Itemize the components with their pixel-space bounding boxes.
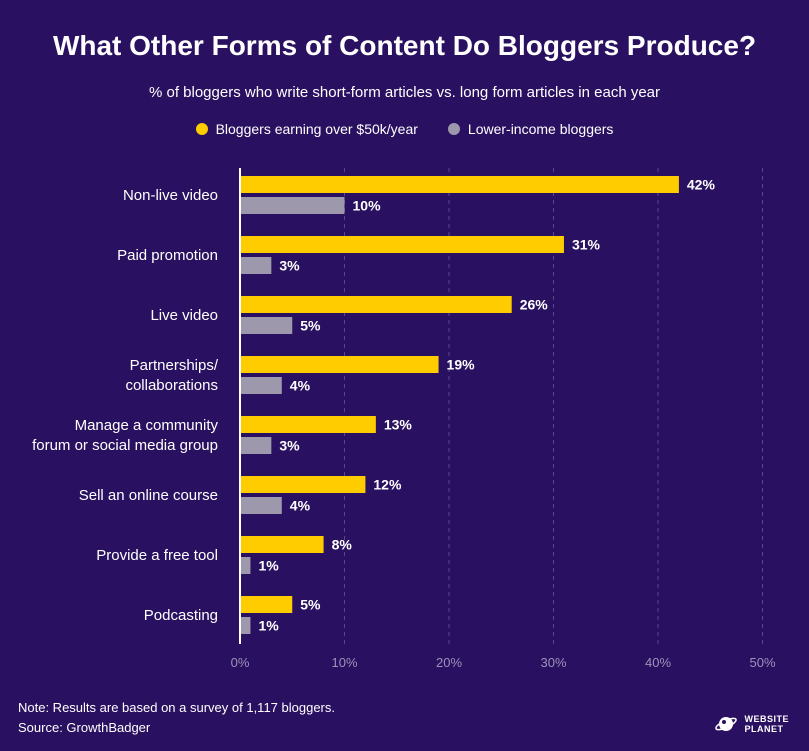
legend: Bloggers earning over $50k/year Lower-in… (0, 121, 809, 137)
category-label: Live video (150, 307, 218, 324)
bar-high-income (240, 416, 376, 433)
footer-source: Source: GrowthBadger (18, 720, 151, 735)
bar-lower-income (240, 437, 272, 454)
data-label: 1% (258, 618, 279, 634)
legend-item-high-income: Bloggers earning over $50k/year (195, 121, 418, 137)
data-label: 5% (300, 597, 321, 613)
bar-lower-income (240, 257, 272, 274)
legend-item-lower-income: Lower-income bloggers (447, 121, 614, 137)
category-label: Provide a free tool (96, 547, 218, 564)
legend-label-lower-income: Lower-income bloggers (467, 121, 614, 137)
bar-lower-income (240, 317, 293, 334)
x-tick-label: 30% (540, 655, 566, 670)
legend-dot-high-income (195, 123, 208, 135)
bar-high-income (240, 296, 512, 313)
category-label: Podcasting (144, 607, 218, 624)
footer: Note: Results are based on a survey of 1… (18, 698, 335, 738)
data-label: 8% (332, 537, 353, 553)
x-tick-label: 10% (331, 655, 357, 670)
data-label: 1% (258, 558, 279, 574)
x-tick-label: 20% (436, 655, 462, 670)
data-label: 4% (290, 378, 311, 394)
category-label: Non-live video (123, 187, 218, 204)
brand-logo: WEBSITE PLANET (714, 712, 789, 736)
bar-lower-income (240, 197, 345, 214)
data-label: 26% (520, 297, 549, 313)
bar-high-income (240, 356, 439, 373)
bar-lower-income (240, 497, 282, 514)
chart-subtitle: % of bloggers who write short-form artic… (148, 84, 661, 101)
bar-high-income (240, 476, 366, 493)
x-tick-label: 50% (749, 655, 775, 670)
category-label: collaborations (125, 377, 218, 394)
data-label: 10% (353, 198, 382, 214)
data-label: 19% (447, 357, 476, 373)
legend-dot-lower-income (447, 123, 460, 135)
data-label: 31% (572, 237, 601, 253)
legend-label-high-income: Bloggers earning over $50k/year (215, 121, 418, 137)
data-label: 42% (687, 177, 716, 193)
bar-lower-income (240, 617, 251, 634)
brand-line1: WEBSITE (744, 714, 789, 724)
bar-chart: 0% 10% 20% 30% 40% 50% Non-live video 42% 10% Pai… (32, 168, 776, 670)
data-label: 12% (373, 477, 402, 493)
data-label: 3% (279, 258, 300, 274)
chart-title: What Other Forms of Content Do Bloggers … (52, 30, 757, 61)
bar-high-income (240, 176, 679, 193)
category-label: forum or social media group (32, 437, 218, 454)
bar-lower-income (240, 377, 282, 394)
footer-note: Note: Results are based on a survey of 1… (18, 700, 336, 715)
data-label: 5% (300, 318, 321, 334)
bar-high-income (240, 596, 293, 613)
brand-line2: PLANET (744, 724, 784, 734)
data-label: 13% (384, 417, 413, 433)
bar-high-income (240, 536, 324, 553)
category-label: Partnerships/ (130, 357, 219, 374)
x-tick-label: 40% (645, 655, 671, 670)
data-label: 3% (279, 438, 300, 454)
bar-lower-income (240, 557, 251, 574)
x-tick-label: 0% (231, 655, 250, 670)
data-label: 4% (290, 498, 311, 514)
bar-high-income (240, 236, 564, 253)
category-label: Paid promotion (117, 247, 218, 264)
category-label: Manage a community (75, 417, 219, 434)
category-label: Sell an online course (79, 487, 218, 504)
planet-icon (715, 717, 738, 731)
